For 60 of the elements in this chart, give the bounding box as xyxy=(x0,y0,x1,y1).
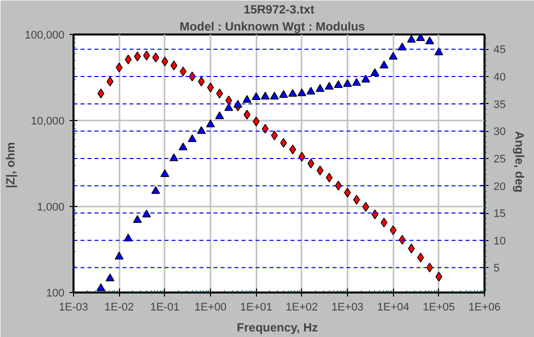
point xyxy=(289,144,296,154)
y2-axis-title: Angle, deg xyxy=(512,131,527,193)
y2-tick-label: 45 xyxy=(494,44,506,56)
point xyxy=(408,244,415,254)
point xyxy=(106,76,114,86)
point xyxy=(371,209,378,220)
x-tick-label: 1E+00 xyxy=(194,302,227,314)
y2-tick-label: 35 xyxy=(494,98,506,111)
x-tick-label: 1E+03 xyxy=(331,302,364,314)
point xyxy=(216,88,223,98)
point xyxy=(116,62,123,72)
x-tick-label: 1E+04 xyxy=(377,302,410,314)
y2-tick-label: 20 xyxy=(494,180,506,193)
y2-tick-label: 10 xyxy=(494,235,506,248)
point xyxy=(298,152,306,162)
point xyxy=(271,130,278,140)
point xyxy=(308,158,314,168)
chart-subtitle: Model : Unknown Wgt : Modulus xyxy=(180,20,366,34)
point xyxy=(134,52,141,62)
y2-tick-label: 30 xyxy=(494,126,506,138)
point xyxy=(207,82,214,92)
y-tick-label: 10,000 xyxy=(30,116,65,128)
point xyxy=(97,88,104,98)
y2-tick-label: 25 xyxy=(494,153,506,166)
point xyxy=(362,202,370,212)
point xyxy=(398,234,406,245)
x-tick-label: 1E+05 xyxy=(422,302,455,314)
x-tick-label: 1E-01 xyxy=(150,302,180,314)
point xyxy=(161,56,168,66)
chart-title: 15R972-3.txt xyxy=(244,2,314,16)
point xyxy=(143,50,150,60)
point xyxy=(316,166,324,176)
point xyxy=(152,52,160,62)
y-axis-title: |Z|, ohm xyxy=(4,142,18,188)
point xyxy=(198,76,205,86)
y2-tick-label: 5 xyxy=(494,262,500,275)
point xyxy=(390,225,397,236)
point xyxy=(426,262,434,272)
x-tick-label: 1E+01 xyxy=(240,302,272,314)
y-tick-label: 100,000 xyxy=(24,30,65,42)
point xyxy=(225,96,232,106)
point xyxy=(170,60,178,70)
x-axis-title: Frequency, Hz xyxy=(236,320,318,334)
point xyxy=(252,116,260,126)
point xyxy=(334,180,342,190)
y-tick-label: 1,000 xyxy=(36,202,65,214)
x-tick-label: 1E+06 xyxy=(468,302,501,314)
y2-tick-label: 40 xyxy=(494,72,506,84)
point xyxy=(124,54,132,64)
x-tick-label: 1E-02 xyxy=(104,302,134,314)
x-tick-label: 1E-03 xyxy=(58,302,88,314)
point xyxy=(262,124,269,134)
y-tick-label: 100 xyxy=(46,288,65,300)
point xyxy=(326,172,333,182)
point xyxy=(380,218,388,228)
point xyxy=(435,272,442,282)
y2-tick-label: 15 xyxy=(494,208,506,220)
point xyxy=(417,252,424,262)
point xyxy=(180,66,186,76)
x-tick-label: 1E+02 xyxy=(286,302,318,314)
